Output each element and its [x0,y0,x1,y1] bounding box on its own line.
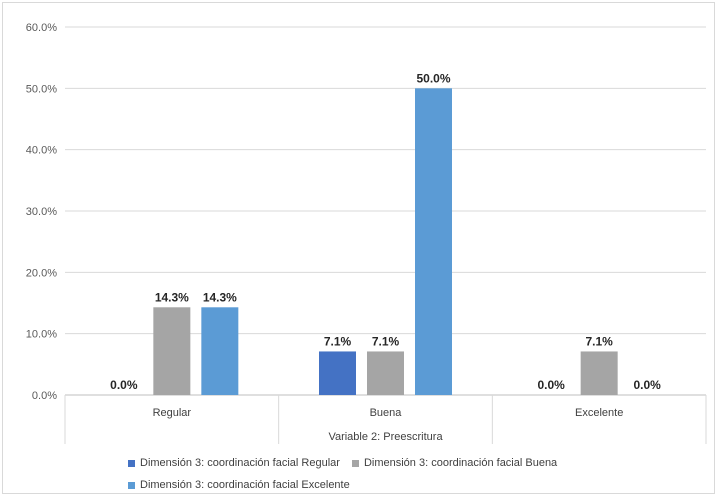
bar [415,88,452,395]
legend-item-buena: Dimensión 3: coordinación facial Buena [351,457,558,469]
legend-swatch-excelente [128,481,135,489]
data-label: 0.0% [537,378,565,392]
data-label: 14.3% [155,290,189,304]
y-tick-label: 20.0% [26,267,57,279]
y-tick-label: 10.0% [26,329,57,341]
data-label: 7.1% [585,334,613,348]
legend-swatch-regular [128,459,135,467]
legend-label-excelente: Dimensión 3: coordinación facial Excelen… [140,479,350,491]
x-tick-label: Regular [153,407,192,419]
legend-swatch-buena [351,459,359,467]
data-label: 14.3% [203,290,237,304]
bar [580,351,618,395]
y-tick-label: 50.0% [26,83,57,95]
y-tick-label: 60.0% [26,22,57,34]
bar [201,307,239,395]
x-tick-label: Buena [370,407,403,419]
legend-label-buena: Dimensión 3: coordinación facial Buena [363,457,558,469]
x-axis-title: Variable 2: Preescritura [328,431,443,443]
legend: Dimensión 3: coordinación facial Regular… [128,452,648,496]
legend-label-regular: Dimensión 3: coordinación facial Regular [140,457,340,469]
y-tick-label: 0.0% [32,390,57,402]
bar [153,307,191,395]
x-tick-label: Excelente [575,407,623,419]
legend-item-regular: Dimensión 3: coordinación facial Regular [128,457,340,469]
chart-frame [2,2,715,494]
data-label: 0.0% [633,378,661,392]
data-label: 7.1% [324,334,352,348]
legend-item-excelente: Dimensión 3: coordinación facial Excelen… [128,479,350,491]
bar [319,351,356,395]
y-tick-label: 40.0% [26,145,57,157]
data-label: 0.0% [110,378,138,392]
y-tick-label: 30.0% [26,206,57,218]
data-label: 50.0% [416,71,450,85]
bar [367,351,404,395]
data-label: 7.1% [372,334,400,348]
